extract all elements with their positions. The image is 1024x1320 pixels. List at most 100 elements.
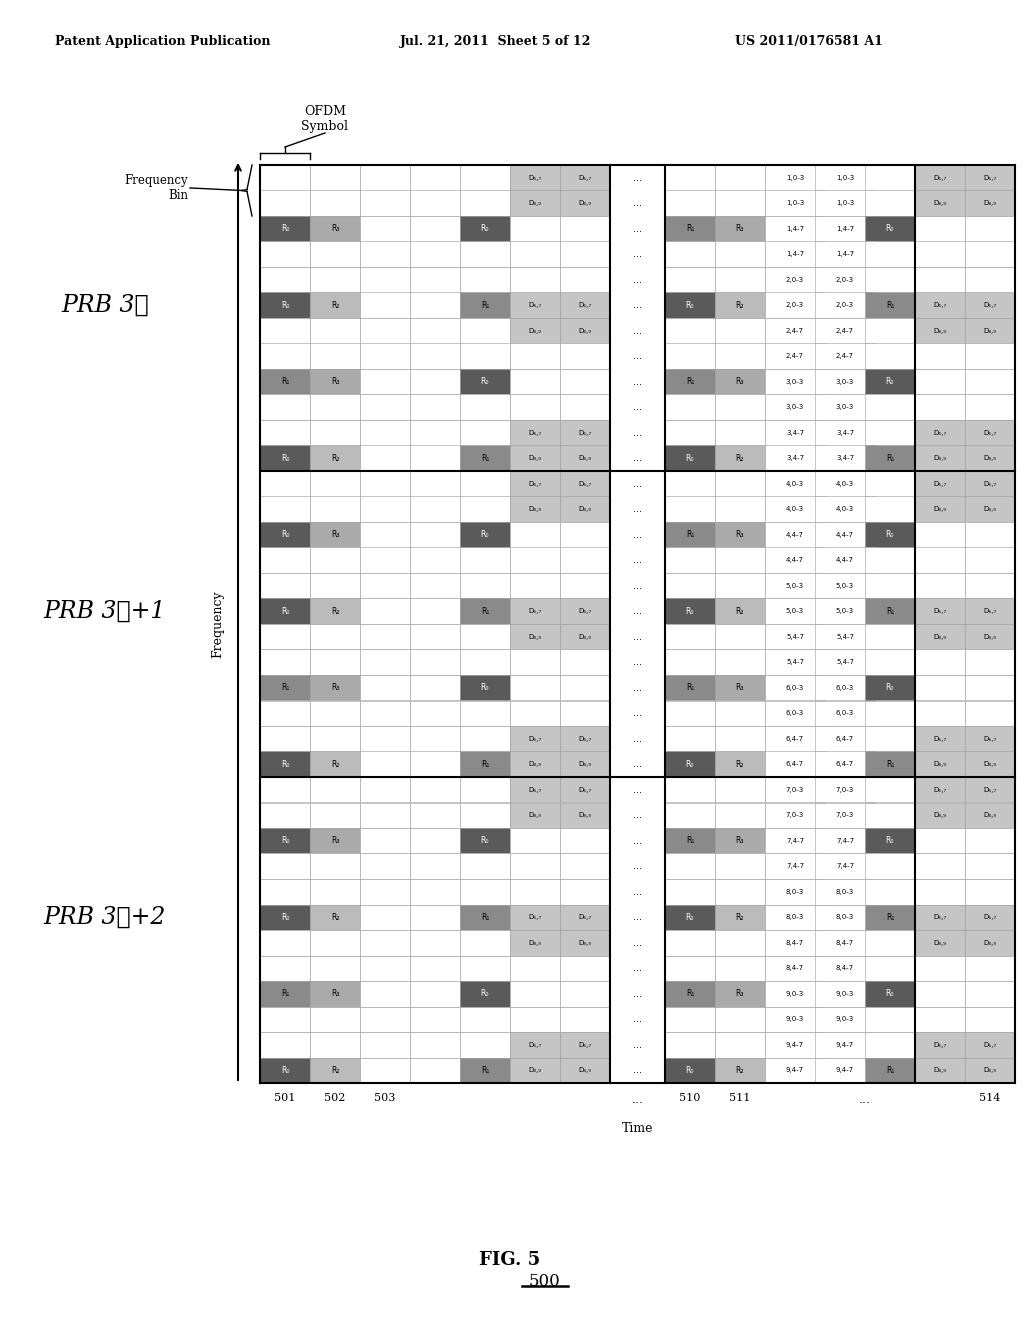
Text: D₆,₇: D₆,₇ xyxy=(983,174,996,181)
Bar xyxy=(260,751,310,777)
Bar xyxy=(665,854,715,879)
Bar xyxy=(665,548,715,573)
Bar xyxy=(715,190,765,216)
Text: ...: ... xyxy=(633,709,642,718)
Text: 5,4-7: 5,4-7 xyxy=(836,634,854,640)
Bar xyxy=(815,548,874,573)
Text: ...: ... xyxy=(633,173,642,182)
Bar xyxy=(865,931,915,956)
Bar xyxy=(460,318,510,343)
Bar xyxy=(510,216,560,242)
Bar xyxy=(915,1006,965,1032)
Bar xyxy=(560,751,610,777)
Text: R₃: R₃ xyxy=(736,989,744,998)
Text: D₈,₉: D₈,₉ xyxy=(934,327,946,334)
Text: 2,4-7: 2,4-7 xyxy=(786,327,804,334)
Text: ...: ... xyxy=(633,937,642,948)
Bar xyxy=(715,1032,765,1057)
Text: 2,4-7: 2,4-7 xyxy=(786,354,804,359)
Bar xyxy=(865,624,915,649)
Text: R₀: R₀ xyxy=(886,684,894,692)
Bar xyxy=(865,675,915,701)
Bar xyxy=(665,165,715,190)
Bar xyxy=(715,318,765,343)
Bar xyxy=(360,598,410,624)
Text: OFDM: OFDM xyxy=(304,106,346,117)
Text: R₀: R₀ xyxy=(480,531,489,540)
Text: D₈,₉: D₈,₉ xyxy=(983,762,996,767)
Text: D₈,₉: D₈,₉ xyxy=(983,455,996,461)
Text: 9,0-3: 9,0-3 xyxy=(785,991,804,997)
Bar xyxy=(765,521,825,548)
Text: R₂: R₂ xyxy=(736,454,744,463)
Bar xyxy=(510,343,560,370)
Bar xyxy=(765,956,825,981)
Text: 9,0-3: 9,0-3 xyxy=(785,1016,804,1022)
Bar xyxy=(360,726,410,751)
Text: D₈,₉: D₈,₉ xyxy=(579,940,592,945)
Bar xyxy=(460,981,510,1006)
Bar xyxy=(410,370,460,395)
Bar xyxy=(915,420,965,446)
Text: R₃: R₃ xyxy=(736,684,744,692)
Bar xyxy=(560,879,610,904)
Bar xyxy=(715,726,765,751)
Text: ...: ... xyxy=(632,1093,643,1106)
Bar xyxy=(560,777,610,803)
Bar xyxy=(510,828,560,854)
Bar xyxy=(915,751,965,777)
Bar xyxy=(510,1006,560,1032)
Bar xyxy=(715,624,765,649)
Bar xyxy=(665,293,715,318)
Text: 8,4-7: 8,4-7 xyxy=(836,940,854,945)
Bar xyxy=(765,190,825,216)
Bar xyxy=(260,573,310,598)
Text: 9,4-7: 9,4-7 xyxy=(836,1068,854,1073)
Bar xyxy=(665,931,715,956)
Bar xyxy=(715,1057,765,1082)
Bar xyxy=(965,726,1015,751)
Text: D₈,₉: D₈,₉ xyxy=(983,201,996,206)
Bar xyxy=(310,471,360,496)
Bar xyxy=(815,267,874,293)
Bar xyxy=(460,649,510,675)
Text: R₁: R₁ xyxy=(886,454,894,463)
Text: ...: ... xyxy=(633,887,642,896)
Bar xyxy=(915,649,965,675)
Bar xyxy=(765,1032,825,1057)
Bar xyxy=(560,267,610,293)
Bar xyxy=(665,828,715,854)
Text: D₆,₇: D₆,₇ xyxy=(579,480,592,487)
Text: R₁: R₁ xyxy=(481,912,489,921)
Bar xyxy=(260,370,310,395)
Bar xyxy=(865,649,915,675)
Bar xyxy=(560,445,610,471)
Bar xyxy=(965,242,1015,267)
Text: 8,4-7: 8,4-7 xyxy=(836,965,854,972)
Bar xyxy=(510,931,560,956)
Bar xyxy=(915,879,965,904)
Bar xyxy=(965,931,1015,956)
Bar xyxy=(510,701,560,726)
Bar xyxy=(965,420,1015,446)
Bar xyxy=(360,343,410,370)
Bar xyxy=(715,828,765,854)
Bar xyxy=(715,931,765,956)
Bar xyxy=(410,521,460,548)
Text: R₃: R₃ xyxy=(331,224,339,234)
Bar xyxy=(815,777,874,803)
Bar xyxy=(915,190,965,216)
Bar xyxy=(260,445,310,471)
Text: 2,0-3: 2,0-3 xyxy=(786,277,804,282)
Text: R₀: R₀ xyxy=(886,378,894,387)
Bar xyxy=(915,548,965,573)
Bar xyxy=(665,649,715,675)
Bar xyxy=(965,370,1015,395)
Bar xyxy=(410,420,460,446)
Bar xyxy=(865,521,915,548)
Text: R₀: R₀ xyxy=(281,912,289,921)
Bar xyxy=(965,751,1015,777)
Bar xyxy=(965,904,1015,931)
Bar xyxy=(715,777,765,803)
Bar xyxy=(915,395,965,420)
